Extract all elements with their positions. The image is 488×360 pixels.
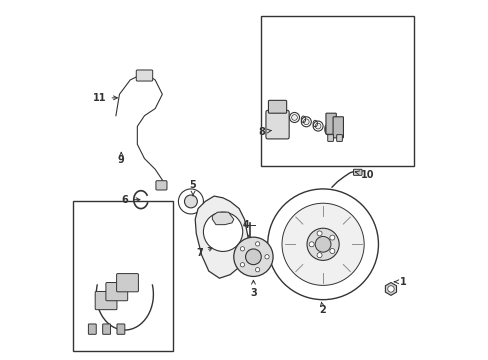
Text: 8: 8 [258,127,270,137]
Text: 5: 5 [189,180,196,196]
FancyBboxPatch shape [268,100,286,113]
Polygon shape [212,212,233,225]
Circle shape [203,212,242,251]
FancyBboxPatch shape [353,169,361,175]
Circle shape [240,263,244,267]
Bar [73,202,173,351]
Text: 3: 3 [249,280,256,297]
FancyBboxPatch shape [156,181,166,190]
Text: 2: 2 [319,302,326,315]
Circle shape [306,228,339,260]
Circle shape [312,121,323,131]
Circle shape [245,249,261,265]
Circle shape [267,189,378,300]
FancyBboxPatch shape [325,113,336,134]
FancyBboxPatch shape [136,70,152,81]
Circle shape [264,255,268,259]
Circle shape [387,286,393,292]
Circle shape [282,203,364,285]
Circle shape [240,247,244,251]
Circle shape [255,242,259,246]
FancyBboxPatch shape [102,324,110,334]
FancyBboxPatch shape [106,283,127,301]
Circle shape [255,267,259,272]
FancyBboxPatch shape [336,135,342,141]
Circle shape [316,231,322,236]
Circle shape [233,237,272,276]
Circle shape [178,189,203,214]
Bar [260,16,413,166]
Text: 1: 1 [394,277,406,287]
Circle shape [289,112,299,122]
Text: 7: 7 [196,247,212,258]
Text: 4: 4 [243,220,251,246]
FancyBboxPatch shape [327,135,333,141]
Circle shape [291,114,297,120]
Circle shape [329,235,334,240]
FancyBboxPatch shape [95,292,117,310]
Circle shape [324,125,334,135]
Text: 6: 6 [121,195,140,204]
Circle shape [315,123,320,129]
Circle shape [303,119,308,125]
FancyBboxPatch shape [117,324,124,334]
Circle shape [184,195,197,208]
Circle shape [301,117,311,127]
FancyBboxPatch shape [88,324,96,334]
Circle shape [316,253,322,258]
Circle shape [326,127,332,133]
Text: 9: 9 [118,152,124,165]
FancyBboxPatch shape [116,274,138,292]
Text: 10: 10 [354,170,374,180]
Circle shape [329,248,334,253]
Circle shape [315,237,330,252]
Circle shape [308,242,313,247]
Polygon shape [195,196,247,278]
FancyBboxPatch shape [265,111,288,139]
FancyBboxPatch shape [332,117,343,138]
Text: 11: 11 [93,93,117,103]
